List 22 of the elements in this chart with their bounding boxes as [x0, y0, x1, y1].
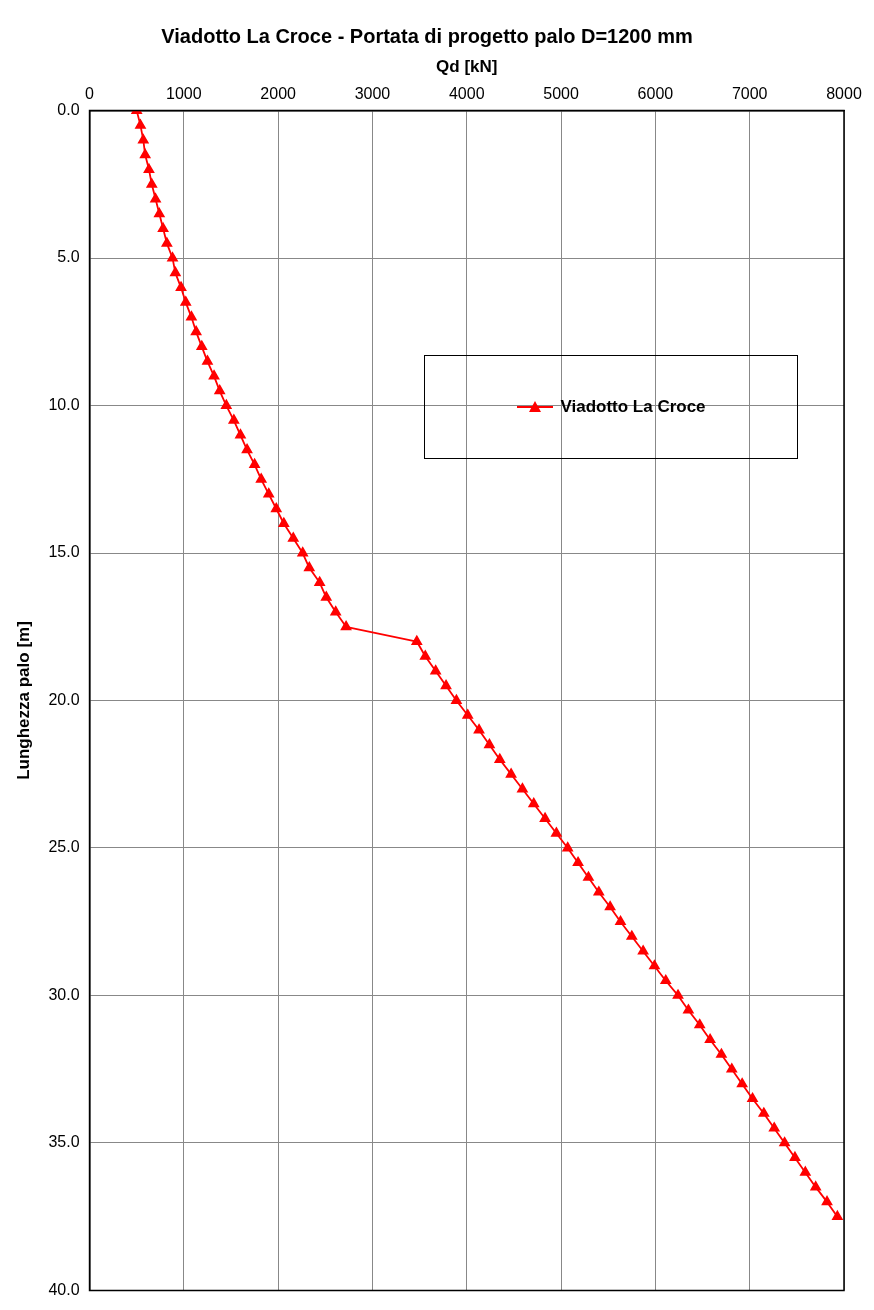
legend-label: Viadotto La Croce [560, 396, 706, 417]
y-tick-label: 40.0 [48, 1280, 80, 1298]
chart-title: Viadotto La Croce - Portata di progetto palo D=1200 mm [161, 24, 693, 47]
x-tick-label: 3000 [354, 85, 391, 103]
x-tick-label: 1000 [166, 85, 202, 103]
y-tick-label: 30.0 [48, 985, 80, 1003]
x-tick-label: 7000 [731, 85, 768, 103]
x-axis-title: Qd [kN] [436, 56, 498, 76]
y-tick-label: 0.0 [57, 101, 80, 119]
y-tick-label: 5.0 [57, 248, 80, 266]
y-tick-label: 25.0 [48, 838, 80, 856]
x-tick-label: 0 [85, 85, 95, 103]
x-tick-label: 4000 [448, 85, 485, 103]
y-tick-label: 35.0 [48, 1133, 80, 1151]
x-tick-label: 6000 [637, 85, 674, 103]
y-axis-title: Lunghezza palo [m] [13, 621, 33, 780]
y-tick-label: 15.0 [48, 543, 80, 561]
y-tick-label: 10.0 [48, 395, 80, 413]
x-tick-label: 5000 [543, 85, 579, 103]
x-tick-label: 2000 [260, 85, 297, 103]
x-tick-label: 8000 [826, 85, 862, 103]
y-tick-label: 20.0 [48, 690, 80, 708]
